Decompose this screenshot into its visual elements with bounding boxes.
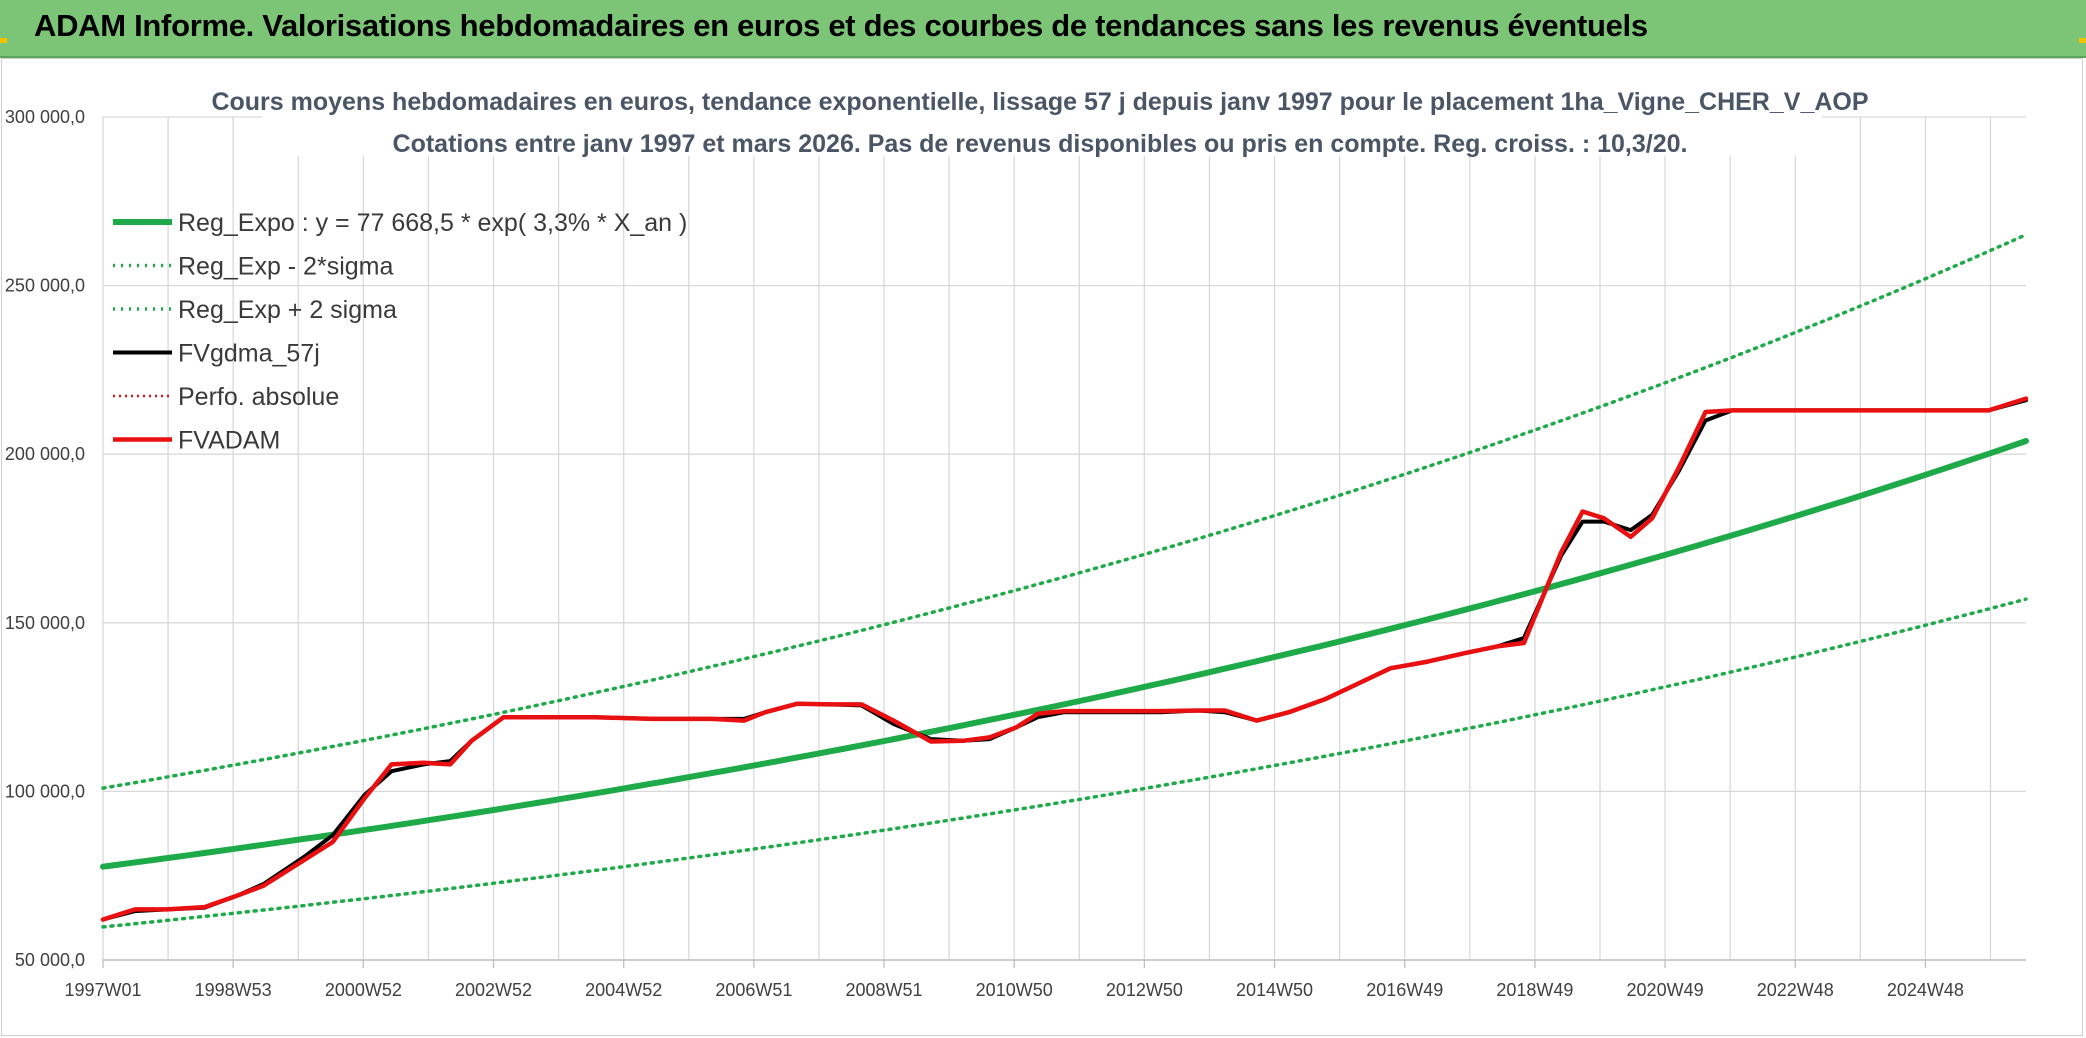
x-tick-label: 2006W51 bbox=[715, 980, 792, 1000]
x-tick-label: 2020W49 bbox=[1627, 980, 1704, 1000]
x-tick-label: 2012W50 bbox=[1106, 980, 1183, 1000]
series-layer bbox=[100, 232, 2029, 929]
legend-label-2: Reg_Exp + 2 sigma bbox=[178, 296, 397, 324]
corner-marker-left bbox=[0, 38, 7, 43]
chart-title-background bbox=[262, 86, 1822, 156]
series-line-0 bbox=[100, 438, 2029, 870]
series-line-2 bbox=[101, 232, 2028, 790]
legend-label-5: FVADAM bbox=[178, 427, 280, 455]
legend-label-4: Perfo. absolue bbox=[178, 383, 339, 411]
report-banner: ADAM Informe. Valorisations hebdomadaire… bbox=[0, 0, 2086, 58]
series-line-5 bbox=[100, 396, 2029, 922]
x-tick-label: 2016W49 bbox=[1366, 980, 1443, 1000]
x-tick-label: 2024W48 bbox=[1887, 980, 1964, 1000]
chart-title-line-2: Cotations entre janv 1997 et mars 2026. … bbox=[393, 130, 1688, 158]
x-tick-label: 2022W48 bbox=[1757, 980, 1834, 1000]
x-tick-label: 1998W53 bbox=[195, 980, 272, 1000]
legend-label-3: FVgdma_57j bbox=[178, 340, 320, 368]
series-line-1 bbox=[101, 597, 2028, 929]
legend-label-1: Reg_Exp - 2*sigma bbox=[178, 253, 393, 281]
x-tick-label: 2018W49 bbox=[1496, 980, 1573, 1000]
x-tick-label: 2010W50 bbox=[976, 980, 1053, 1000]
y-tick-label: 200 000,0 bbox=[5, 444, 85, 464]
series-line-3 bbox=[101, 398, 2028, 922]
gridlines bbox=[102, 116, 2026, 961]
y-tick-label: 150 000,0 bbox=[5, 613, 85, 633]
x-tick-label: 2004W52 bbox=[585, 980, 662, 1000]
y-tick-label: 100 000,0 bbox=[5, 781, 85, 801]
y-tick-label: 250 000,0 bbox=[5, 276, 85, 296]
chart-title-line-1: Cours moyens hebdomadaires en euros, ten… bbox=[211, 88, 1868, 116]
corner-marker-right bbox=[2079, 38, 2086, 43]
report-title: ADAM Informe. Valorisations hebdomadaire… bbox=[34, 8, 1648, 43]
x-tick-label: 2002W52 bbox=[455, 980, 532, 1000]
x-tick-label: 2000W52 bbox=[325, 980, 402, 1000]
legend: Reg_Expo : y = 77 668,5 * exp( 3,3% * X_… bbox=[113, 209, 687, 455]
x-tick-label: 2008W51 bbox=[846, 980, 923, 1000]
x-tick-label: 2014W50 bbox=[1236, 980, 1313, 1000]
chart-frame bbox=[1, 58, 2083, 1036]
legend-label-0: Reg_Expo : y = 77 668,5 * exp( 3,3% * X_… bbox=[178, 209, 687, 237]
y-tick-label: 50 000,0 bbox=[15, 950, 85, 970]
x-tick-label: 1997W01 bbox=[64, 980, 141, 1000]
axes: 50 000,0 100 000,0 150 000,0 200 000,0 250 0… bbox=[5, 107, 2026, 1000]
y-tick-label: 300 000,0 bbox=[5, 107, 85, 127]
